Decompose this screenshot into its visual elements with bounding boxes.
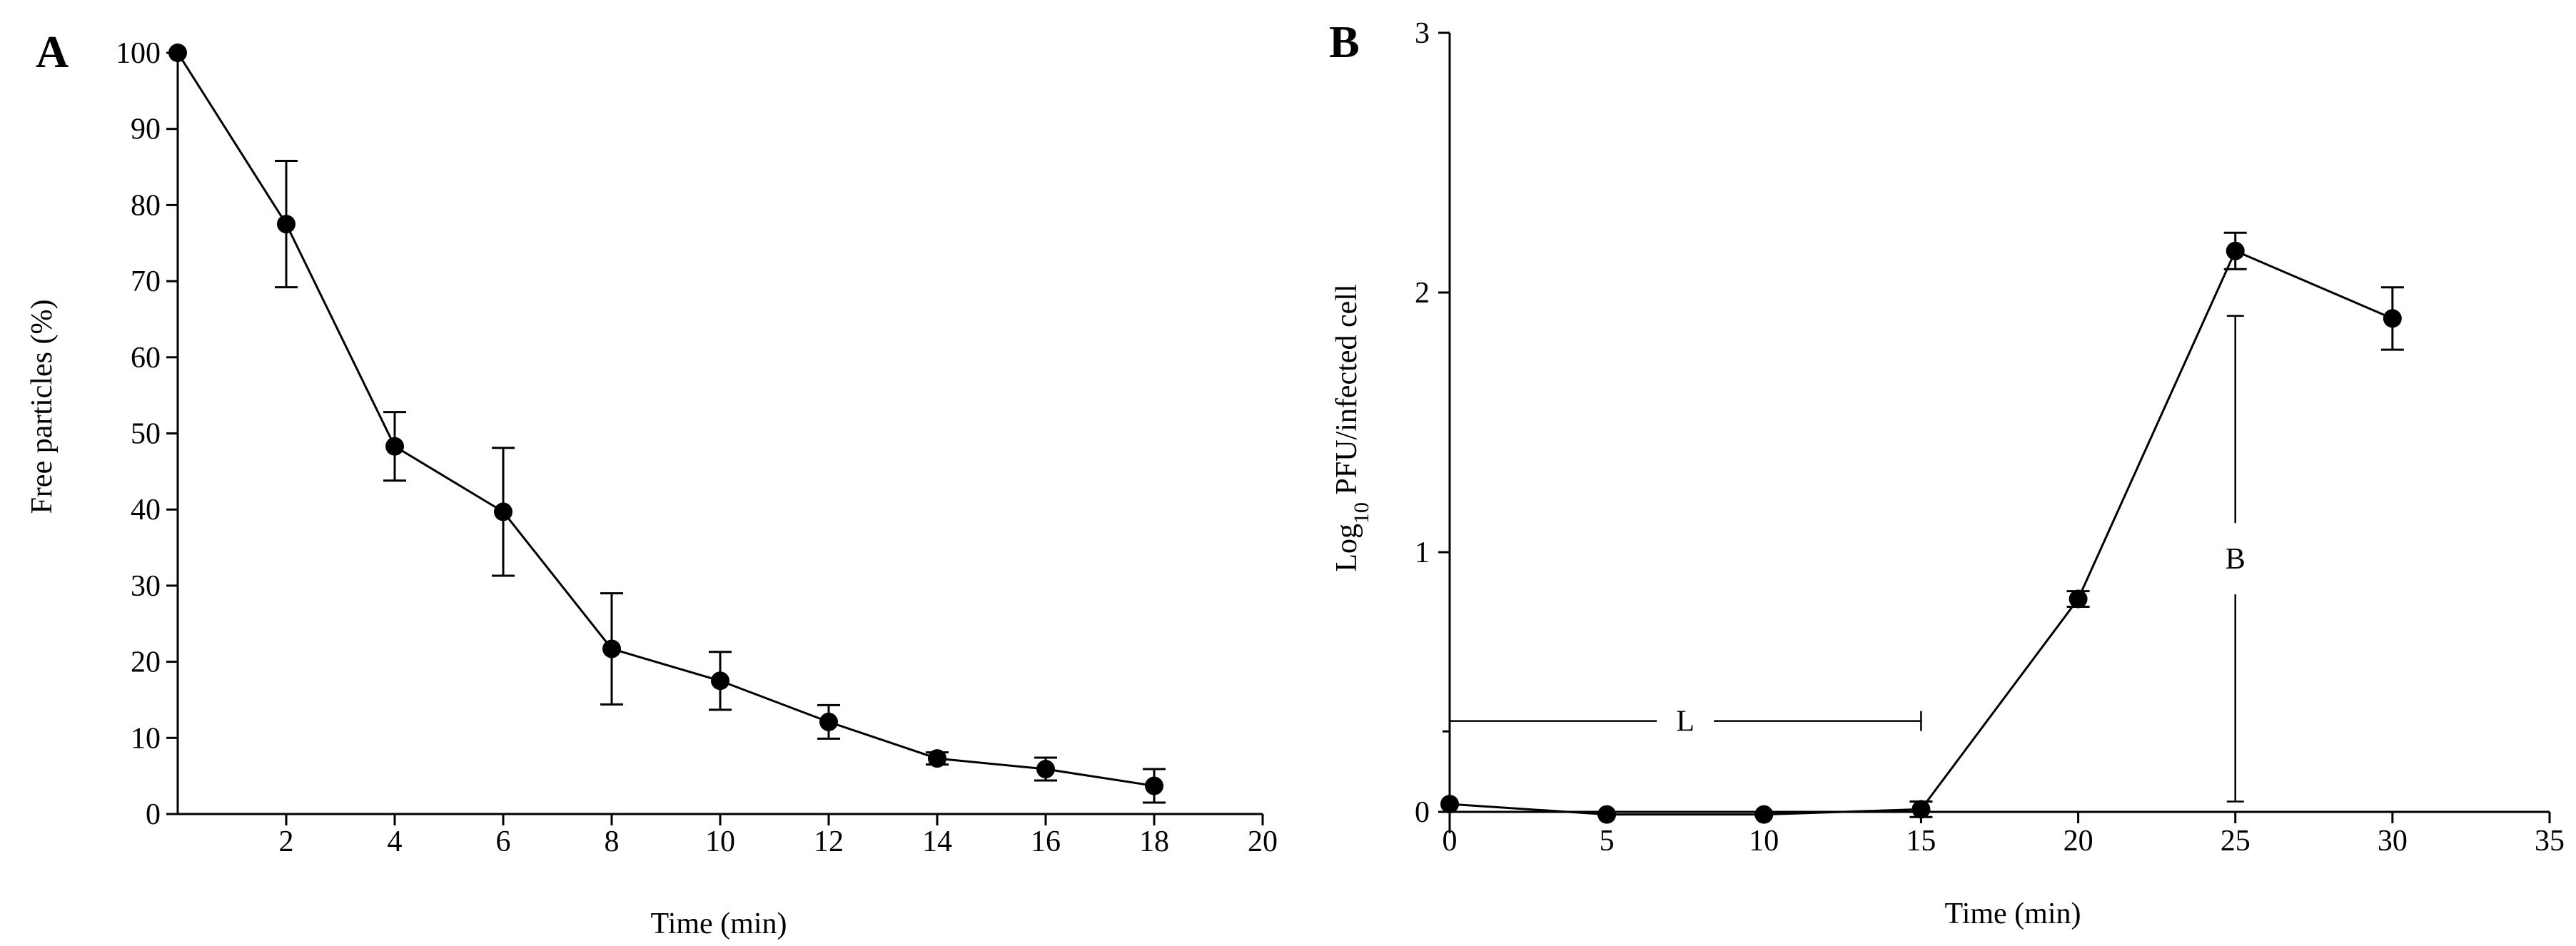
data-point	[711, 671, 729, 691]
panel-b-data-points	[1440, 241, 2402, 824]
panel-b-y-axis-title-sub: 10	[1350, 502, 1373, 524]
data-point	[385, 437, 404, 456]
y-tick-label: 10	[131, 722, 161, 755]
data-point	[277, 215, 296, 234]
y-tick-label: 0	[146, 798, 161, 831]
panel-b-letter: B	[1329, 16, 1360, 67]
y-tick-label: 30	[131, 570, 161, 603]
data-point	[1036, 760, 1055, 779]
panel-a-y-axis-title: Free particles (%)	[26, 300, 59, 514]
y-tick-label: 1	[1415, 536, 1430, 569]
y-tick-label: 70	[131, 265, 161, 298]
x-tick-label: 30	[2378, 825, 2408, 858]
panel-b-y-axis-title-rest: PFU/infected cell	[1330, 284, 1363, 502]
panel-b-axes	[1448, 33, 2550, 833]
panel-a-series-line	[176, 52, 1155, 788]
panel-a-ticks: 2 4 6 8 10 12 14 16 18 20 0 10 20 30 40 50 60 70 80 90 100	[116, 37, 1278, 858]
y-tick-label: 20	[131, 646, 161, 679]
panel-a-data-points	[168, 44, 1163, 795]
x-tick-label: 35	[2535, 825, 2565, 858]
panel-b-y-axis-title: Log10 PFU/infected cell	[1330, 284, 1373, 571]
data-point	[2383, 309, 2402, 328]
data-point	[2069, 589, 2088, 609]
data-point	[1440, 795, 1459, 814]
data-point	[1597, 805, 1617, 824]
x-tick-label: 6	[496, 825, 511, 858]
panel-b-y-axis-title-main: Log	[1330, 524, 1363, 572]
x-tick-label: 20	[2064, 825, 2093, 858]
y-tick-label: 60	[131, 342, 161, 375]
burst-size-label: B	[2226, 543, 2246, 576]
x-tick-label: 5	[1600, 825, 1615, 858]
y-tick-label: 100	[116, 37, 161, 70]
data-point	[1911, 800, 1931, 819]
data-point	[494, 502, 512, 522]
data-point	[819, 712, 838, 731]
x-tick-label: 16	[1031, 825, 1061, 858]
y-tick-label: 40	[131, 494, 161, 527]
latent-period-label: L	[1676, 706, 1694, 738]
series-line	[176, 52, 1155, 788]
x-tick-label: 10	[1749, 825, 1779, 858]
x-tick-label: 2	[279, 825, 294, 858]
y-tick-label: 80	[131, 189, 161, 222]
data-point	[168, 44, 187, 62]
panel-b-x-axis-title: Time (min)	[1945, 897, 2081, 930]
panel-b-annotations: LB	[1450, 315, 2246, 803]
y-tick-label: 90	[131, 113, 161, 146]
x-tick-label: 12	[814, 825, 844, 858]
data-point	[1145, 776, 1163, 795]
y-tick-label: 3	[1415, 17, 1430, 50]
data-point	[928, 749, 946, 768]
y-tick-label: 2	[1415, 277, 1430, 310]
y-tick-label: 50	[131, 418, 161, 451]
y-tick-label: 0	[1415, 796, 1430, 829]
panel-a: A 2 4 6 8 10 12 14 16 18 20 0 10 20 30 40 50 60 70 80 90 100…	[26, 26, 1278, 940]
data-point	[1754, 805, 1774, 824]
panel-a-letter: A	[36, 26, 69, 77]
x-tick-label: 15	[1906, 825, 1936, 858]
x-tick-label: 10	[705, 825, 735, 858]
x-tick-label: 4	[388, 825, 403, 858]
x-tick-label: 20	[1248, 825, 1278, 858]
data-point	[2226, 241, 2245, 260]
x-tick-label: 14	[922, 825, 952, 858]
panel-a-x-axis-title: Time (min)	[651, 907, 787, 940]
x-tick-label: 8	[605, 825, 620, 858]
x-tick-label: 0	[1443, 825, 1458, 858]
panel-b-ticks: 0 5 10 15 20 25 30 35 0 1 2 3	[1415, 17, 2565, 858]
x-tick-label: 18	[1139, 825, 1169, 858]
x-tick-label: 25	[2221, 825, 2251, 858]
data-point	[602, 639, 621, 658]
